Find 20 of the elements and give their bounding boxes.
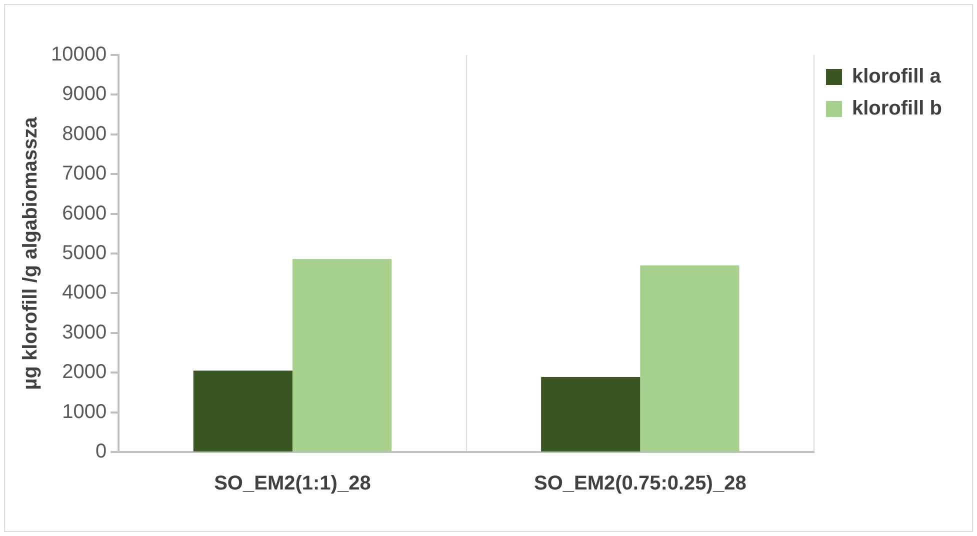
y-tick-label: 4000: [62, 282, 107, 304]
y-axis-title: µg klorofill /g algabiomassza: [20, 116, 42, 390]
y-tick-label: 5000: [62, 242, 107, 264]
bar: [541, 376, 640, 452]
y-tick-label: 10000: [50, 44, 107, 66]
y-tick-label: 6000: [62, 202, 107, 224]
legend-label: klorofill b: [852, 98, 942, 120]
x-tick-label: SO_EM2(1:1)_28: [214, 472, 371, 495]
legend-label: klorofill a: [852, 66, 942, 88]
x-tick-label: SO_EM2(0.75:0.25)_28: [534, 472, 746, 495]
bar: [193, 370, 292, 452]
y-tick-label: 9000: [62, 83, 107, 106]
y-tick-label: 0: [95, 440, 107, 463]
y-tick-label: 3000: [62, 321, 107, 344]
y-tick-label: 1000: [62, 400, 107, 423]
bar: [640, 265, 740, 452]
y-tick-label: 7000: [62, 162, 107, 185]
y-tick-label: 2000: [62, 361, 107, 384]
bar: [292, 259, 392, 452]
y-tick-label: 8000: [62, 122, 107, 145]
